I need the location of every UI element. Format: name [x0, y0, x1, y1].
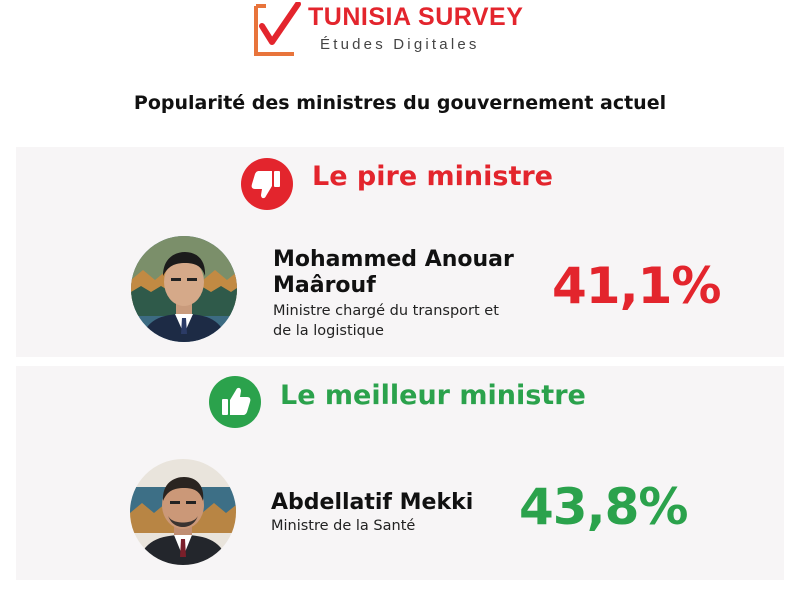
- best-title: Le meilleur ministre: [280, 380, 586, 411]
- brand-tagline: Études Digitales: [320, 36, 480, 53]
- thumbs-down-icon: [241, 158, 293, 210]
- brand-logo: TUNISIA SURVEY Études Digitales: [250, 0, 560, 62]
- worst-minister-role: Ministre chargé du transport et de la lo…: [273, 303, 499, 339]
- best-minister-name: Abdellatif Mekki: [271, 490, 474, 515]
- worst-minister-name: Mohammed Anouar Maârouf: [273, 247, 514, 298]
- best-minister-card: Le meilleur ministre Abdellatif Mekki Mi…: [16, 366, 784, 580]
- best-percentage: 43,8%: [519, 478, 688, 536]
- best-minister-role: Ministre de la Santé: [271, 518, 416, 534]
- worst-minister-card: Le pire ministre Mohammed Anouar Maârouf…: [16, 147, 784, 357]
- page-title: Popularité des ministres du gouvernement…: [133, 92, 667, 114]
- worst-minister-avatar: [131, 236, 237, 342]
- brand-name: TUNISIA SURVEY: [308, 3, 524, 31]
- best-minister-avatar: [130, 459, 236, 565]
- worst-percentage: 41,1%: [552, 257, 721, 315]
- worst-title: Le pire ministre: [312, 161, 553, 192]
- checkmark-logo-icon: [254, 2, 301, 56]
- thumbs-up-icon: [209, 376, 261, 428]
